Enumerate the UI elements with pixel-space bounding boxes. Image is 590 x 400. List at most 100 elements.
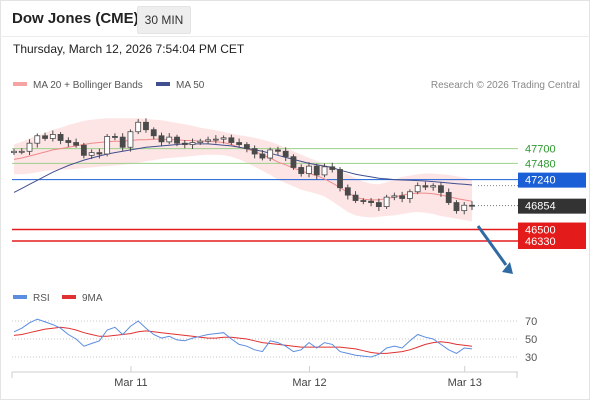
candle-body: [406, 191, 413, 199]
candle-body: [205, 139, 211, 142]
candle-body: [313, 165, 320, 176]
candle-body: [197, 140, 204, 143]
candle-body: [42, 135, 48, 139]
candle-body: [135, 121, 142, 133]
candle-body: [368, 200, 374, 203]
candle-body: [399, 195, 406, 199]
candle-body: [321, 166, 328, 176]
rsi-tick-30: 30: [525, 352, 537, 364]
rsi-legend-label: RSI: [33, 293, 50, 304]
candle-body: [112, 136, 118, 138]
legend-ma50: MA 50: [156, 80, 204, 91]
legend-rsi: RSI: [13, 293, 50, 304]
candle-body: [422, 185, 429, 188]
legend-ma20: MA 20 + Bollinger Bands: [13, 80, 143, 91]
research-credit: Research © 2026 Trading Central: [430, 80, 580, 91]
forecast-arrow-shaft: [476, 225, 508, 266]
x-tick-label: Mar 13: [448, 377, 482, 389]
candle-body: [306, 165, 312, 174]
chart-datetime: Thursday, March 12, 2026 7:54:04 PM CET: [13, 42, 245, 56]
rsi-ma-legend-label: 9MA: [82, 293, 103, 304]
ma20-legend-label: MA 20 + Bollinger Bands: [33, 80, 143, 91]
candle-body: [26, 142, 33, 152]
pivot-label: 47240: [525, 175, 556, 187]
ma50-swatch: [156, 82, 170, 87]
candle-body: [251, 148, 258, 155]
pivot-tag: [518, 172, 586, 188]
rsi-ma-swatch: [62, 295, 76, 300]
candle-body: [298, 167, 305, 174]
ma50-legend-label: MA 50: [176, 80, 205, 91]
candle-body: [414, 185, 421, 193]
candle-body: [259, 153, 266, 159]
candle-body: [18, 150, 25, 153]
candle-body: [275, 149, 281, 152]
legend-rsi-ma: 9MA: [62, 293, 103, 304]
last-price-label: 46854: [525, 201, 556, 213]
rsi-ma-line: [13, 326, 473, 354]
candle-body: [236, 142, 243, 145]
candle-body: [243, 144, 250, 149]
target-label-46330: 46330: [525, 236, 556, 248]
candle-body: [96, 152, 103, 155]
candle-body: [174, 136, 180, 144]
forecast-arrow-head: [502, 262, 513, 274]
timeframe-badge[interactable]: 30 MIN: [137, 6, 191, 34]
candle-body: [375, 202, 382, 207]
candle-body: [438, 185, 444, 193]
candle-body: [453, 202, 460, 212]
header-divider: [0, 36, 590, 37]
last-price-tag: [518, 198, 586, 214]
ma50-line: [13, 143, 473, 193]
candle-body: [158, 135, 165, 143]
candle-body: [228, 137, 235, 143]
rsi-tick-50: 50: [525, 334, 537, 346]
candle-body: [267, 149, 274, 159]
candle-body: [430, 185, 437, 188]
candle-body: [119, 136, 126, 148]
candle-body: [352, 194, 359, 201]
candle-body: [360, 200, 367, 202]
x-tick-label: Mar 12: [292, 377, 326, 389]
target-label-46500: 46500: [525, 225, 556, 237]
candle-body: [329, 166, 336, 170]
candle-body: [88, 152, 95, 156]
candle-body: [181, 142, 188, 145]
resistance-label-47480: 47480: [525, 158, 556, 170]
candle-body: [383, 196, 390, 207]
candle-body: [150, 129, 157, 137]
candle-body: [80, 144, 87, 156]
candle-body: [337, 169, 343, 189]
ma20-swatch: [13, 82, 27, 87]
rsi-tick-70: 70: [525, 316, 537, 328]
candle-body: [212, 138, 219, 141]
candle-body: [282, 150, 289, 158]
instrument-title: Dow Jones (CME): [12, 10, 139, 27]
candle-body: [11, 150, 17, 154]
candle-body: [290, 156, 297, 168]
candle-body: [220, 137, 227, 140]
bollinger-band: [14, 118, 472, 222]
rsi-line: [13, 318, 473, 358]
candle-body: [461, 204, 468, 212]
candle-body: [344, 187, 351, 196]
rsi-swatch: [13, 295, 27, 300]
candle-body: [65, 140, 72, 143]
candle-body: [104, 136, 111, 155]
candle-body: [391, 195, 398, 198]
candle-body: [49, 134, 56, 139]
candle-body: [445, 192, 452, 203]
candle-body: [469, 204, 475, 207]
candle-body: [127, 131, 134, 148]
candle-body: [143, 121, 149, 131]
resistance-label-47700: 47700: [525, 144, 556, 156]
candle-body: [34, 135, 41, 144]
x-tick-label: Mar 11: [114, 377, 147, 389]
candle-body: [166, 136, 173, 143]
candle-body: [57, 134, 64, 141]
header-bar: Dow Jones (CME) 30 MIN: [0, 0, 590, 36]
candle-body: [73, 142, 80, 146]
target-tag: [518, 222, 586, 249]
candle-body: [189, 142, 196, 145]
